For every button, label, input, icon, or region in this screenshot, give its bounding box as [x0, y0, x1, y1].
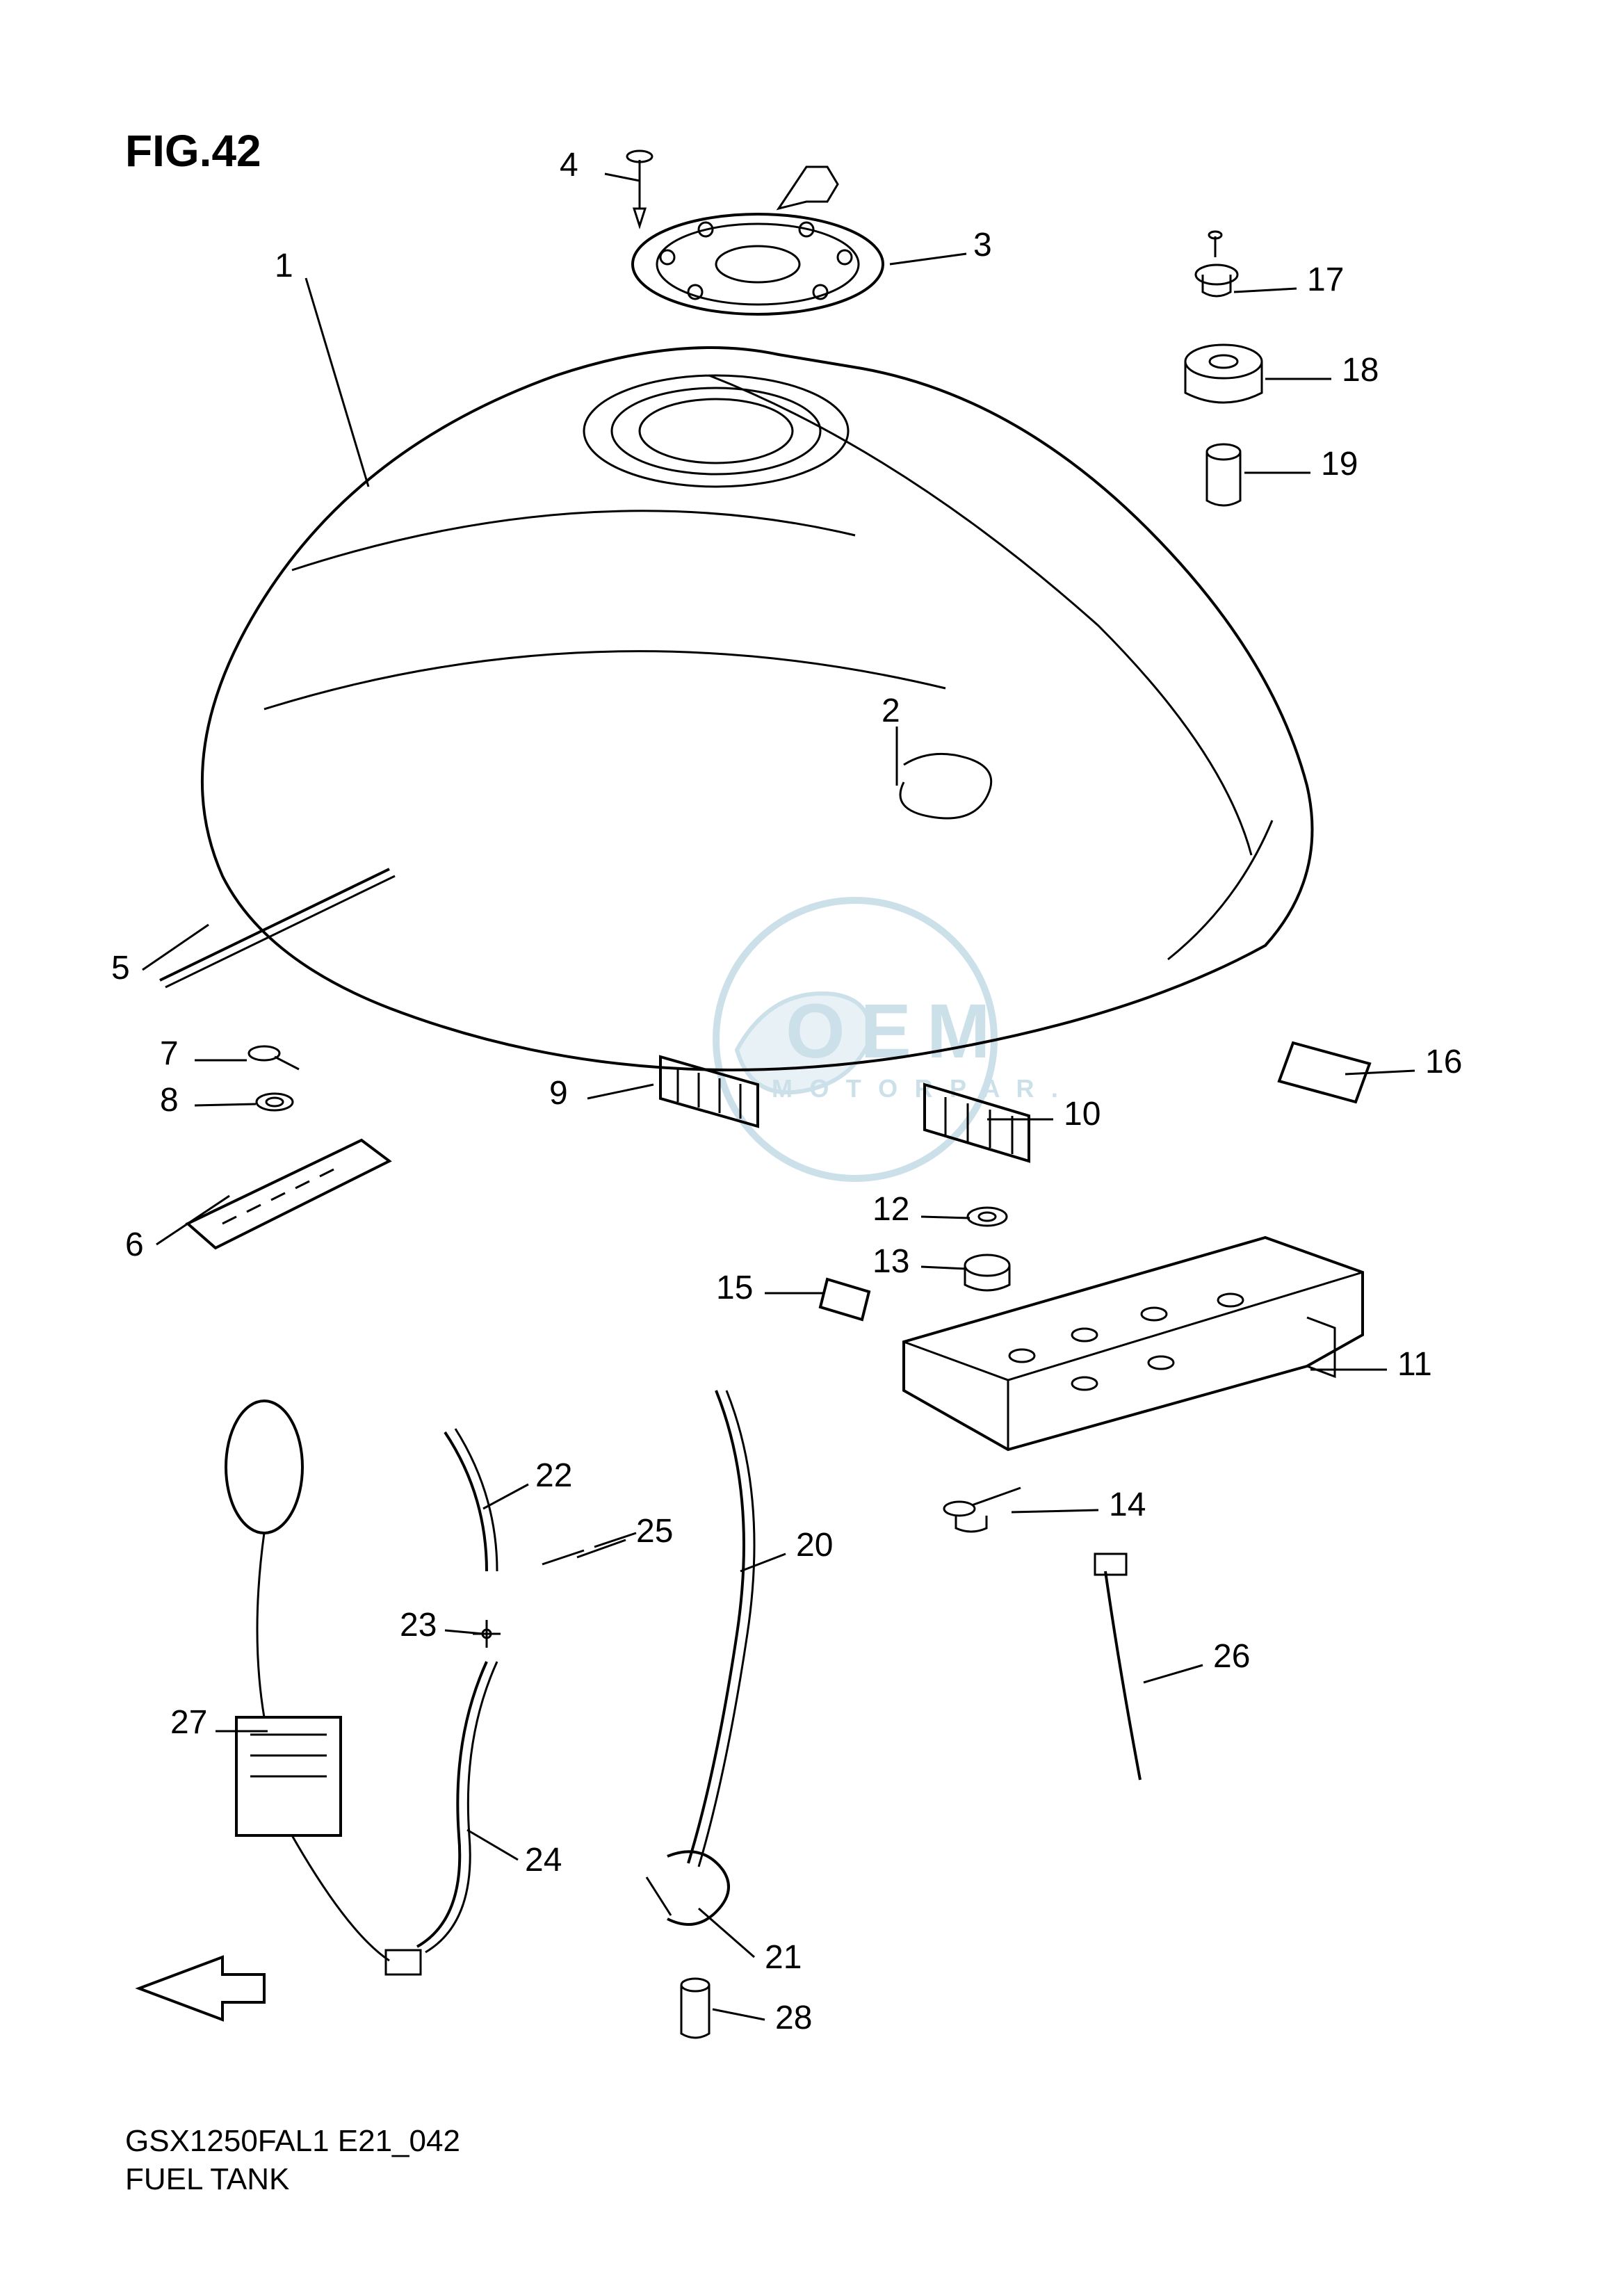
part-wire-26: [1095, 1554, 1140, 1780]
callout-3: 3: [973, 226, 992, 264]
callout-18: 18: [1342, 351, 1379, 389]
callout-17: 17: [1307, 261, 1344, 299]
part-tube-28: [681, 1979, 709, 2038]
figure-title: FIG.42: [125, 125, 261, 177]
fwd-arrow: FWD: [139, 1957, 264, 2020]
callout-7: 7: [160, 1035, 179, 1073]
callout-9: 9: [549, 1074, 568, 1112]
part-bolt-14: [944, 1488, 1021, 1532]
callout-1: 1: [275, 247, 293, 285]
part-pad-16: [1279, 1043, 1370, 1102]
callout-10: 10: [1064, 1095, 1101, 1133]
part-strip-5: [160, 869, 395, 987]
part-cushion-15: [820, 1279, 869, 1320]
callout-13: 13: [872, 1242, 909, 1281]
callout-25: 25: [636, 1512, 673, 1550]
leader-lines: [143, 174, 1415, 2020]
part-washer-8: [257, 1094, 293, 1110]
callout-2: 2: [882, 692, 900, 730]
callout-22: 22: [535, 1457, 572, 1495]
callout-24: 24: [525, 1841, 562, 1879]
part-bolt-17: [1196, 232, 1237, 296]
part-screw-7: [249, 1046, 299, 1069]
callout-6: 6: [125, 1226, 144, 1264]
callout-28: 28: [775, 1999, 812, 2037]
callout-5: 5: [111, 949, 130, 987]
part-fuel-tank: [202, 348, 1313, 1070]
callout-26: 26: [1213, 1637, 1250, 1676]
part-cushion-10: [925, 1085, 1029, 1161]
callout-15: 15: [716, 1269, 753, 1307]
part-cushion-13: [965, 1255, 1009, 1290]
part-hose-24: [417, 1662, 497, 1952]
callout-20: 20: [796, 1526, 833, 1564]
part-hose-20: [688, 1390, 754, 1867]
callout-4: 4: [560, 146, 578, 184]
part-washer-12: [968, 1208, 1007, 1226]
callout-12: 12: [872, 1190, 909, 1228]
part-cap-screw: [627, 151, 652, 226]
diagram-svg: FWD: [0, 0, 1624, 2295]
callout-16: 16: [1425, 1043, 1462, 1081]
part-fuel-cap: [633, 167, 883, 314]
part-plug-25: [542, 1533, 636, 1564]
part-canister-27: [226, 1401, 421, 1974]
callout-21: 21: [765, 1938, 802, 1977]
callout-11: 11: [1397, 1345, 1432, 1384]
part-cushion-18: [1185, 345, 1262, 403]
part-hose-22: [445, 1429, 497, 1571]
part-spacer-19: [1207, 444, 1240, 505]
callout-8: 8: [160, 1081, 179, 1119]
callout-14: 14: [1109, 1486, 1146, 1524]
part-plate-11: [904, 1238, 1363, 1450]
svg-text:FWD: FWD: [186, 1977, 234, 2000]
callout-19: 19: [1321, 445, 1358, 483]
callout-27: 27: [170, 1703, 207, 1742]
footer-line1: GSX1250FAL1 E21_042: [125, 2124, 460, 2159]
callout-23: 23: [400, 1606, 437, 1644]
footer-line2: FUEL TANK: [125, 2162, 289, 2197]
part-bracket-6: [188, 1140, 389, 1248]
